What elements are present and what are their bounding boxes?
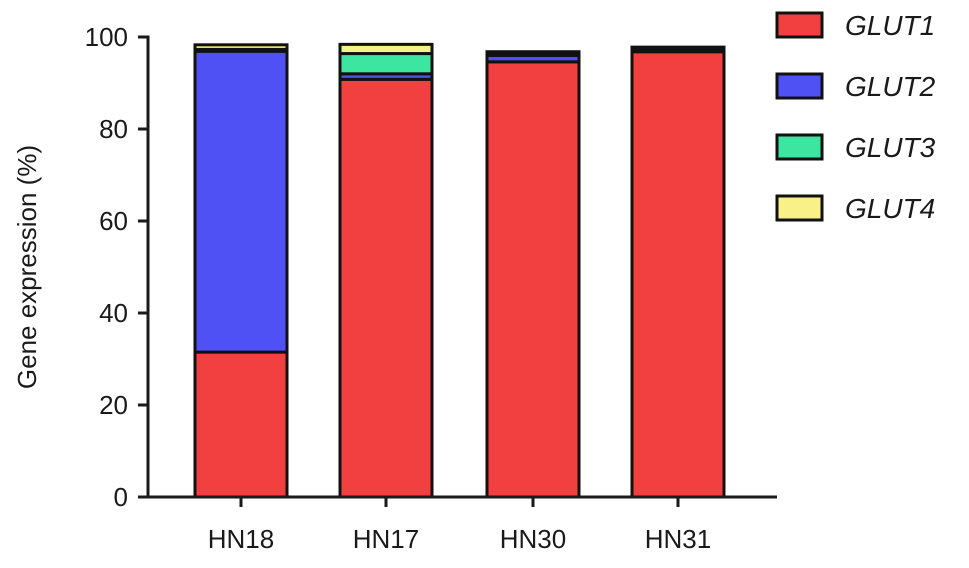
x-tick-label: HN17 xyxy=(353,524,419,554)
y-axis-label: Gene expression (%) xyxy=(12,145,42,389)
bars-group xyxy=(193,42,726,499)
bar-hn18-glut2 xyxy=(193,49,289,354)
legend-label-glut3: GLUT3 xyxy=(845,132,936,163)
bar-hn30-glut1 xyxy=(485,60,581,499)
legend-swatch-glut2 xyxy=(775,72,824,100)
bar-stack-hn30 xyxy=(485,50,581,499)
legend-label-glut1: GLUT1 xyxy=(845,10,935,41)
legend-label-glut4: GLUT4 xyxy=(845,193,935,224)
y-tick-label: 40 xyxy=(99,298,128,328)
x-ticks-group: HN18 HN17 HN30 HN31 xyxy=(208,497,711,554)
y-ticks-group: 0 20 40 60 80 100 xyxy=(85,22,148,512)
axes-group xyxy=(146,35,777,499)
bar-hn17-glut1 xyxy=(338,77,434,499)
bar-stack-hn18 xyxy=(193,43,289,499)
y-tick-label: 20 xyxy=(99,390,128,420)
bar-hn17-glut3 xyxy=(338,52,434,76)
bar-stack-hn31 xyxy=(630,45,726,499)
y-tick-label: 60 xyxy=(99,206,128,236)
bar-hn30-glut4 xyxy=(485,50,581,55)
y-tick-label: 100 xyxy=(85,22,128,52)
bar-hn31-glut4 xyxy=(630,45,726,50)
bar-hn17-glut4 xyxy=(338,42,434,56)
x-tick-label: HN31 xyxy=(645,524,711,554)
y-tick-label: 0 xyxy=(114,482,128,512)
legend-swatch-glut1 xyxy=(775,11,824,39)
legend-swatch-glut4 xyxy=(775,194,824,222)
bar-stack-hn17 xyxy=(338,42,434,499)
y-tick-label: 80 xyxy=(99,114,128,144)
legend-swatch-glut3 xyxy=(775,133,824,161)
bar-hn31-glut1 xyxy=(630,50,726,499)
bar-hn18-glut1 xyxy=(193,350,289,499)
x-tick-label: HN30 xyxy=(500,524,566,554)
legend: GLUT1 GLUT2 GLUT3 GLUT4 xyxy=(775,10,936,224)
bar-hn18-glut4 xyxy=(193,43,289,51)
x-tick-label: HN18 xyxy=(208,524,274,554)
legend-label-glut2: GLUT2 xyxy=(845,71,936,102)
